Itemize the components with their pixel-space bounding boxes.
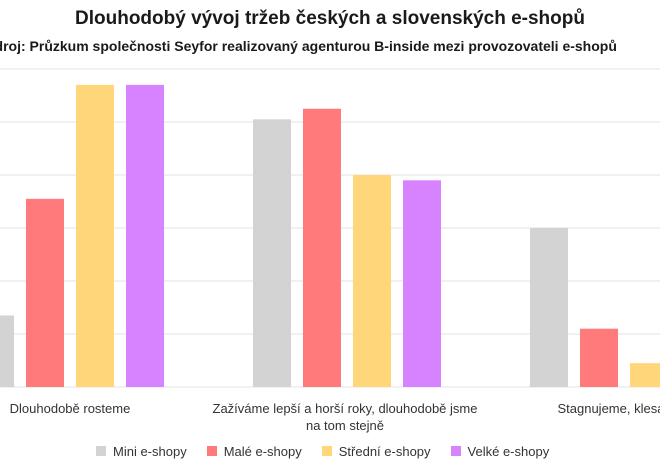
bars [0,84,660,388]
legend-label: Mini e-shopy [113,443,187,459]
legend-item: Střední e-shopy [321,443,431,459]
bar [580,328,618,387]
legend-swatch [450,446,461,456]
bar [253,119,291,387]
legend-swatch [321,446,332,456]
category-label: Zažíváme lepší a horší roky, dlouhodobě … [213,401,478,416]
legend-label: Malé e-shopy [223,443,302,459]
bar [26,198,64,387]
bar [530,228,568,387]
category-label: Dlouhodobě rosteme [10,401,131,416]
legend-label: Střední e-shopy [338,443,431,459]
bar [126,84,164,388]
bar [403,180,441,387]
category-labels: Dlouhodobě rosteme Zažíváme lepší a horší… [10,401,660,433]
legend-item: Malé e-shopy [206,443,302,459]
legend-item: Mini e-shopy [96,444,187,459]
chart-subtitle: Zdroj: Průzkum společnosti Seyfor realiz… [0,38,617,54]
legend-item: Velké e-shopy [450,443,550,459]
legend-label: Velké e-shopy [467,443,550,459]
category-label: Stagnujeme, klesáme [557,401,660,416]
bar [303,108,341,387]
chart-title: Dlouhodobý vývoj tržeb českých a slovens… [75,8,585,29]
legend-swatch [206,446,217,456]
bar [0,315,14,387]
bar [353,175,391,387]
bar [76,84,114,388]
bar [630,363,660,387]
legend: Mini e-shopy Malé e-shopy Střední e-shopy V… [96,441,549,461]
legend-swatch [96,446,106,456]
category-label: na tom stejně [306,418,384,433]
